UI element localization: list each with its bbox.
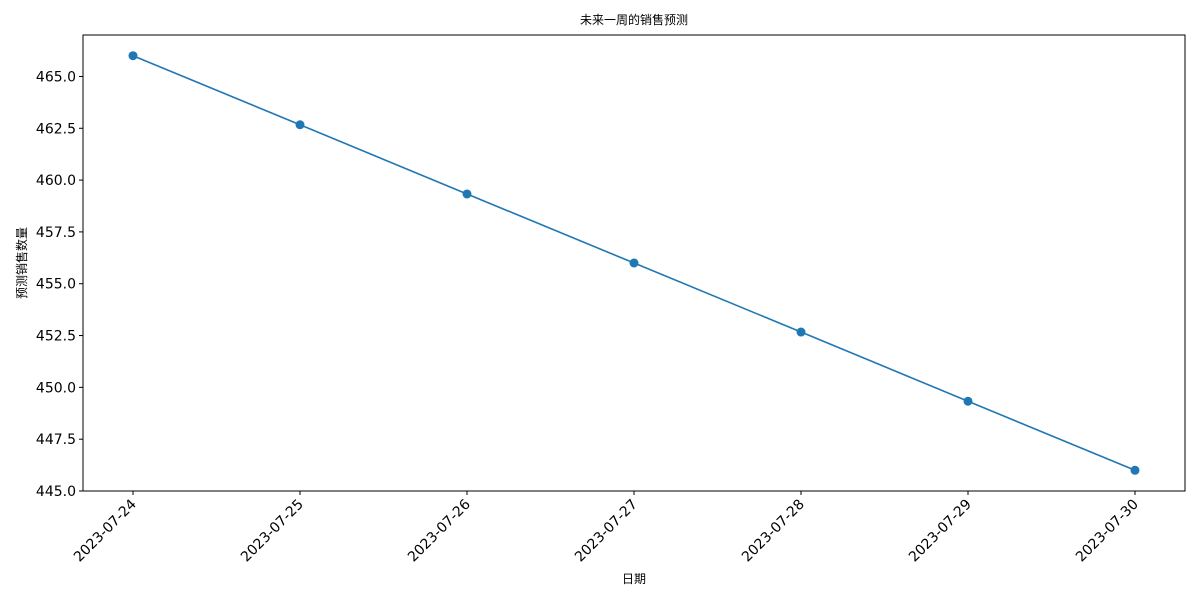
data-point — [963, 396, 973, 406]
x-tick-label: 2023-07-30 — [1073, 497, 1142, 566]
x-tick-label: 2023-07-24 — [71, 496, 140, 565]
y-tick-label: 465.0 — [36, 69, 76, 85]
y-tick-label: 455.0 — [36, 277, 76, 293]
x-tick-label: 2023-07-28 — [739, 497, 808, 566]
y-axis-label: 预测销售数量 — [14, 227, 29, 299]
data-point — [462, 189, 472, 199]
y-tick-label: 462.5 — [36, 121, 76, 137]
data-point — [796, 327, 806, 337]
data-point — [1130, 465, 1140, 475]
y-tick-label: 450.0 — [36, 380, 76, 396]
x-axis-label: 日期 — [622, 572, 646, 586]
x-tick-label: 2023-07-26 — [405, 496, 474, 565]
data-point — [128, 51, 138, 61]
chart-title: 未来一周的销售预测 — [580, 12, 688, 27]
plot-area: 445.0 447.5 450.0 452.5 455.0 457.5 460.0 462.5… — [36, 34, 1186, 566]
data-point — [295, 120, 305, 130]
y-tick-label: 447.5 — [36, 432, 76, 448]
y-tick-label: 445.0 — [36, 484, 76, 500]
y-tick-label: 457.5 — [36, 225, 76, 241]
x-tick-label: 2023-07-25 — [238, 497, 307, 566]
y-tick-label: 452.5 — [36, 329, 76, 345]
x-tick-label: 2023-07-29 — [906, 497, 975, 566]
x-tick-label: 2023-07-27 — [572, 497, 641, 566]
y-tick-label: 460.0 — [36, 173, 76, 189]
data-point — [629, 258, 639, 268]
